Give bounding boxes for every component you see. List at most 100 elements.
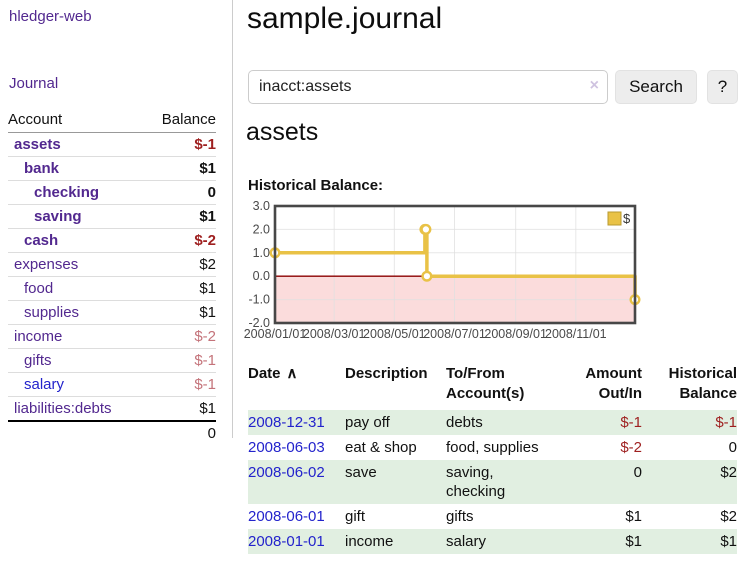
accounts-total-row: 0 (8, 420, 216, 445)
account-balance: $2 (144, 252, 216, 277)
account-link[interactable]: liabilities:debts (14, 400, 112, 417)
account-balance: $-1 (144, 348, 216, 373)
transaction-balance: 0 (728, 439, 737, 456)
account-row-expenses: expenses $2 (8, 252, 216, 277)
transaction-accounts: debts (446, 410, 561, 435)
main-content: sample.journal × Search ? assets Histori… (244, 0, 738, 582)
account-link[interactable]: supplies (24, 304, 80, 321)
account-link[interactable]: checking (34, 184, 100, 201)
transaction-row: 2008-06-01 gift gifts $1 $2 (248, 504, 737, 529)
transaction-accounts: gifts (446, 508, 474, 525)
account-row-gifts: gifts $-1 (8, 348, 216, 373)
account-link[interactable]: expenses (14, 256, 79, 273)
transaction-accounts: food, supplies (446, 439, 539, 456)
account-balance: $1 (144, 156, 216, 181)
transaction-balance: $2 (642, 460, 737, 504)
transaction-date-link[interactable]: 2008-12-31 (248, 414, 325, 431)
svg-text:2008/01/01: 2008/01/01 (244, 327, 307, 341)
account-balance: $-1 (144, 372, 216, 397)
svg-text:-2.0: -2.0 (248, 316, 270, 330)
svg-text:$: $ (623, 211, 631, 226)
transaction-accounts: salary (446, 529, 561, 554)
accounts-total-value: 0 (144, 420, 216, 445)
search-input[interactable] (248, 70, 608, 104)
account-heading: assets (246, 118, 319, 146)
account-link[interactable]: income (14, 328, 63, 345)
transaction-row: 2008-01-01 income salary $1 $1 (248, 529, 737, 554)
account-row-liabilities-debts: liabilities:debts $1 (8, 396, 216, 422)
account-balance: $-2 (144, 228, 216, 253)
app-title-link[interactable]: hledger-web (9, 8, 92, 25)
account-row-cash: cash $-2 (8, 228, 216, 253)
svg-text:0.0: 0.0 (253, 269, 270, 283)
chart-title: Historical Balance: (248, 177, 384, 194)
account-row-bank: bank $1 (8, 156, 216, 181)
accounts-header-account: Account (8, 109, 145, 133)
transaction-row: 2008-12-31 pay off debts $-1 $-1 (248, 410, 737, 435)
svg-text:2008/11/01: 2008/11/01 (545, 327, 607, 341)
transaction-description: income (345, 529, 446, 554)
svg-text:2008/05/01: 2008/05/01 (363, 327, 426, 341)
account-row-assets: assets $-1 (8, 132, 216, 157)
chart-legend: $ (607, 211, 631, 226)
transaction-accounts: saving, checking (446, 460, 561, 504)
account-link[interactable]: assets (14, 136, 61, 153)
svg-text:2008/07/01: 2008/07/01 (423, 327, 486, 341)
transaction-balance: $1 (642, 529, 737, 554)
transaction-description: eat & shop (345, 439, 417, 456)
register-header-description: Description (345, 365, 428, 382)
account-balance: $1 (144, 300, 216, 325)
register-header-tofrom-accounts: To/From Account(s) (446, 365, 525, 402)
transaction-balance: $-1 (642, 410, 737, 435)
transaction-balance: $2 (720, 508, 737, 525)
transaction-description: save (345, 460, 446, 504)
account-balance: $-2 (144, 324, 216, 349)
transaction-date-link[interactable]: 2008-06-02 (248, 464, 325, 481)
account-row-income: income $-2 (8, 324, 216, 349)
account-link[interactable]: salary (24, 376, 65, 393)
historical-balance-chart[interactable]: $3.0 2.0 1.0 0.0 -1.0 -2.0 2008/01/01 2008/03/0… (244, 198, 666, 348)
transaction-description: pay off (345, 410, 446, 435)
transaction-date-link[interactable]: 2008-01-01 (248, 533, 325, 550)
accounts-table: Account Balance assets $-1 bank $1 checking 0… (8, 109, 216, 445)
svg-text:2008/09/01: 2008/09/01 (484, 327, 547, 341)
account-link[interactable]: food (24, 280, 54, 297)
search-button[interactable]: Search (615, 70, 697, 104)
account-row-food: food $1 (8, 276, 216, 301)
transaction-date-link[interactable]: 2008-06-03 (248, 439, 325, 456)
transaction-date-link[interactable]: 2008-06-01 (248, 508, 325, 525)
transaction-amount: $1 (625, 508, 642, 525)
svg-text:2.0: 2.0 (253, 222, 270, 236)
account-balance: $1 (144, 276, 216, 301)
svg-text:3.0: 3.0 (253, 199, 270, 213)
account-row-saving: saving $1 (8, 204, 216, 229)
account-row-salary: salary $-1 (8, 372, 216, 397)
transaction-description: gift (345, 508, 366, 525)
register-table: Date ∧ Description To/From Account(s) Amount O… (248, 362, 737, 554)
account-link[interactable]: saving (34, 208, 82, 225)
sidebar-item-journal[interactable]: Journal (9, 75, 59, 92)
account-row-supplies: supplies $1 (8, 300, 216, 325)
transaction-row: 2008-06-02 save saving, checking 0 $2 (248, 460, 737, 504)
transaction-amount: 0 (561, 460, 642, 504)
register-header-date[interactable]: Date ∧ (248, 365, 298, 382)
clear-search-icon[interactable]: × (589, 77, 599, 94)
transaction-row: 2008-06-03 eat & shop food, supplies $-2 0 (248, 435, 737, 460)
account-balance: $1 (144, 396, 216, 422)
transaction-amount: $-2 (620, 439, 642, 456)
svg-text:-1.0: -1.0 (248, 293, 270, 307)
transaction-amount: $1 (561, 529, 642, 554)
account-link[interactable]: cash (24, 232, 59, 249)
account-link[interactable]: bank (24, 160, 60, 177)
sort-ascending-icon[interactable]: ∧ (286, 365, 298, 382)
accounts-header-balance: Balance (144, 109, 216, 133)
svg-text:1.0: 1.0 (253, 246, 270, 260)
account-balance: 0 (144, 180, 216, 205)
account-balance: $1 (144, 204, 216, 229)
help-button[interactable]: ? (707, 70, 738, 104)
search-form: × Search ? (248, 70, 738, 104)
account-link[interactable]: gifts (24, 352, 52, 369)
sidebar: hledger-web Journal Account Balance asse… (0, 0, 233, 445)
register-header-amount-outin: Amount Out/In (585, 365, 642, 402)
register-header-historical-balance: Historical Balance (668, 365, 737, 402)
